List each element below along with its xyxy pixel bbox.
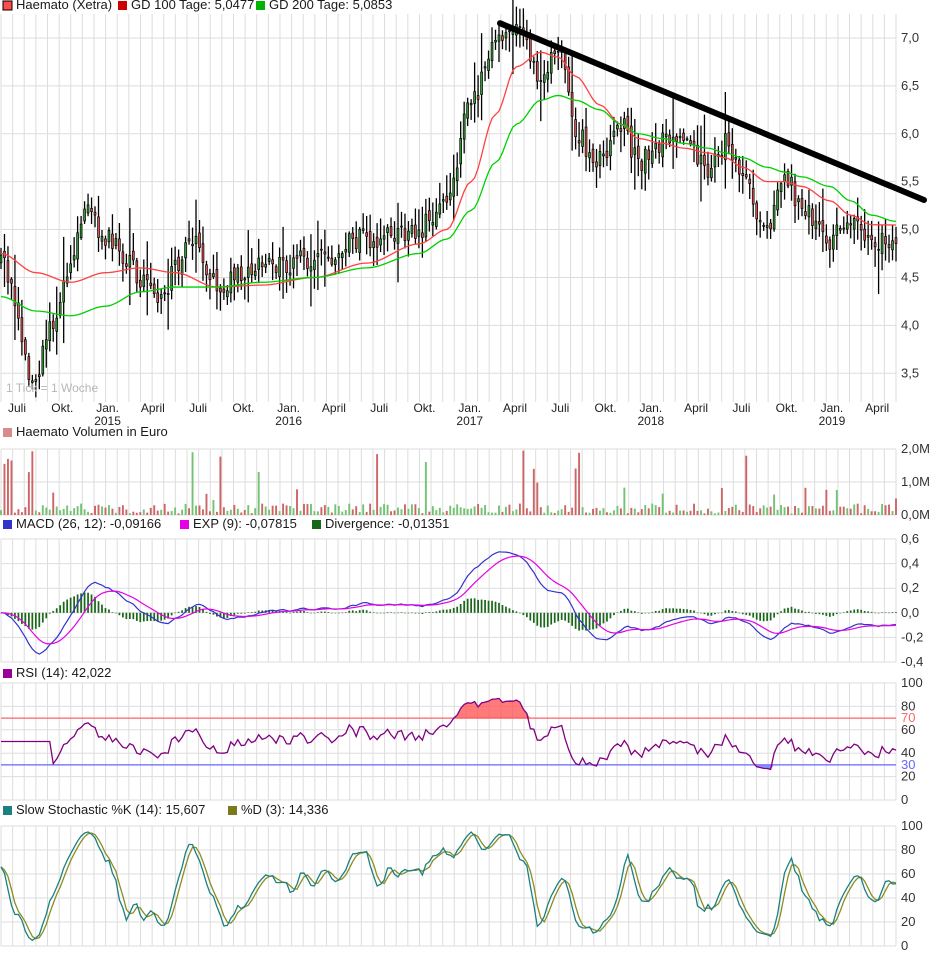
svg-text:Divergence: -0,01351: Divergence: -0,01351 (325, 516, 449, 531)
svg-text:4,5: 4,5 (901, 269, 919, 284)
svg-text:40: 40 (901, 745, 915, 760)
svg-text:6,0: 6,0 (901, 126, 919, 141)
svg-text:6,5: 6,5 (901, 78, 919, 93)
svg-text:Okt.: Okt. (232, 401, 254, 415)
svg-text:1,0M: 1,0M (901, 474, 930, 489)
svg-text:Juli: Juli (8, 401, 26, 415)
svg-text:7,0: 7,0 (901, 30, 919, 45)
svg-text:April: April (322, 401, 346, 415)
svg-text:Okt.: Okt. (413, 401, 435, 415)
svg-text:100: 100 (901, 818, 923, 833)
svg-text:MACD (26, 12): -0,09166: MACD (26, 12): -0,09166 (16, 516, 161, 531)
svg-text:1 Tick = 1 Woche: 1 Tick = 1 Woche (6, 381, 98, 395)
svg-text:80: 80 (901, 842, 915, 857)
svg-text:RSI (14): 42,022: RSI (14): 42,022 (16, 665, 111, 680)
svg-text:Jan.: Jan. (821, 401, 844, 415)
svg-text:0,4: 0,4 (901, 556, 919, 571)
svg-text:0,6: 0,6 (901, 531, 919, 546)
svg-text:0,0M: 0,0M (901, 507, 930, 522)
svg-text:EXP (9): -0,07815: EXP (9): -0,07815 (193, 516, 297, 531)
svg-text:Jan.: Jan. (277, 401, 300, 415)
svg-text:April: April (141, 401, 165, 415)
svg-text:-0,2: -0,2 (901, 629, 923, 644)
svg-text:60: 60 (901, 866, 915, 881)
svg-text:100: 100 (901, 675, 923, 690)
svg-text:0: 0 (901, 938, 908, 953)
svg-text:2019: 2019 (819, 414, 846, 428)
svg-text:%D (3): 14,336: %D (3): 14,336 (241, 802, 328, 817)
svg-text:Okt.: Okt. (776, 401, 798, 415)
svg-text:April: April (865, 401, 889, 415)
svg-text:Juli: Juli (370, 401, 388, 415)
svg-text:Okt.: Okt. (595, 401, 617, 415)
svg-text:Jan.: Jan. (639, 401, 662, 415)
svg-text:2,0M: 2,0M (901, 441, 930, 456)
svg-text:2016: 2016 (275, 414, 302, 428)
svg-text:40: 40 (901, 890, 915, 905)
svg-text:5,0: 5,0 (901, 222, 919, 237)
svg-text:-0,4: -0,4 (901, 654, 923, 669)
svg-text:4,0: 4,0 (901, 317, 919, 332)
svg-text:Juli: Juli (551, 401, 569, 415)
svg-text:Jan.: Jan. (458, 401, 481, 415)
svg-text:80: 80 (901, 698, 915, 713)
svg-text:2018: 2018 (637, 414, 664, 428)
svg-text:20: 20 (901, 914, 915, 929)
svg-text:5,5: 5,5 (901, 174, 919, 189)
svg-text:0: 0 (901, 792, 908, 807)
svg-text:Juli: Juli (189, 401, 207, 415)
svg-text:GD 100 Tage: 5,0477: GD 100 Tage: 5,0477 (131, 0, 254, 12)
svg-text:Haemato (Xetra): Haemato (Xetra) (16, 0, 112, 12)
svg-text:Slow Stochastic %K (14): 15,60: Slow Stochastic %K (14): 15,607 (16, 802, 205, 817)
svg-text:0,2: 0,2 (901, 580, 919, 595)
svg-text:0,0: 0,0 (901, 605, 919, 620)
svg-text:Haemato Volumen in Euro: Haemato Volumen in Euro (16, 424, 168, 439)
svg-text:April: April (503, 401, 527, 415)
svg-text:Juli: Juli (732, 401, 750, 415)
svg-text:Jan.: Jan. (96, 401, 119, 415)
svg-text:GD 200 Tage: 5,0853: GD 200 Tage: 5,0853 (269, 0, 392, 12)
svg-text:Okt.: Okt. (51, 401, 73, 415)
svg-text:April: April (684, 401, 708, 415)
svg-text:3,5: 3,5 (901, 365, 919, 380)
svg-text:2017: 2017 (456, 414, 483, 428)
